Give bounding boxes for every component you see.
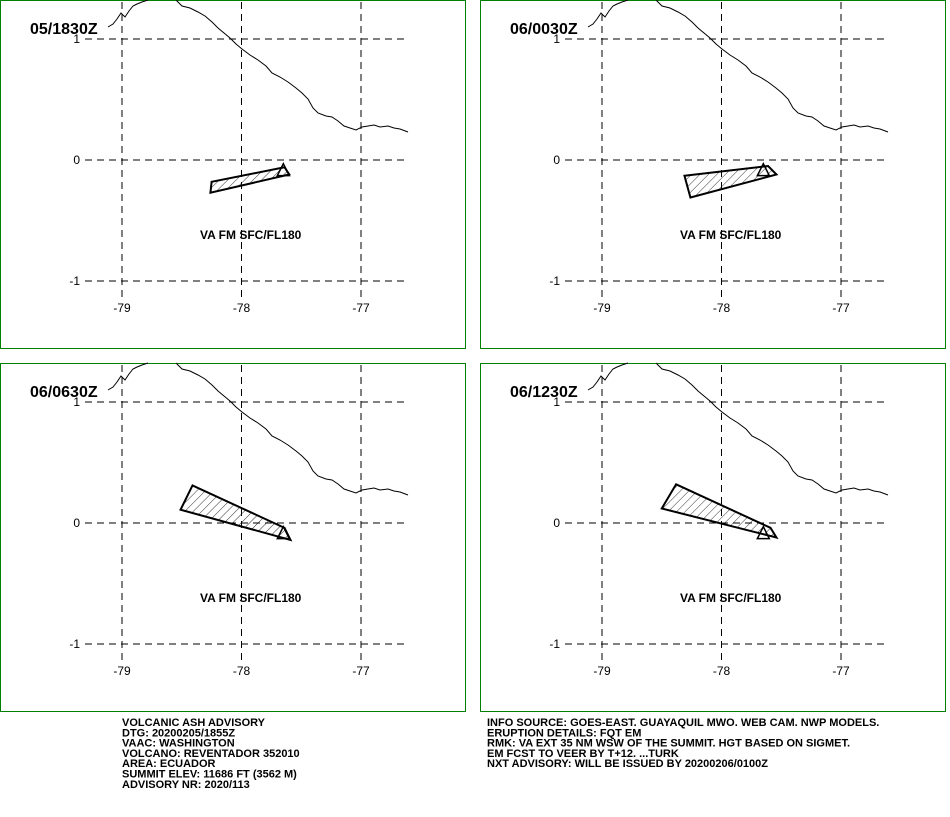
lat-label: -1 <box>549 274 560 288</box>
lon-label: -77 <box>352 301 370 315</box>
advisory-line: ERUPTION DETAILS: FQT EM <box>487 727 641 739</box>
lon-label: -78 <box>233 664 251 678</box>
lat-label: 1 <box>73 32 80 46</box>
panels: 1 0 -1 -79 -78 -77 05/1830Z VA FM SFC/FL180 1 0 -1… <box>0 0 946 712</box>
advisory-line: ADVISORY NR: 2020/113 <box>122 779 250 791</box>
lat-label: 0 <box>73 516 80 530</box>
lat-label: -1 <box>69 274 80 288</box>
panel-time: 06/1230Z <box>510 384 578 401</box>
lon-label: -77 <box>352 664 370 678</box>
advisory-line: RMK: VA EXT 35 NM WSW OF THE SUMMIT. HGT… <box>487 738 850 750</box>
lat-label: -1 <box>69 637 80 651</box>
panel-border <box>0 0 466 349</box>
advisory-line: NXT ADVISORY: WILL BE ISSUED BY 20200206… <box>487 758 768 770</box>
advisory-line: INFO SOURCE: GOES-EAST. GUAYAQUIL MWO. W… <box>487 717 879 729</box>
lon-label: -78 <box>713 301 731 315</box>
volcano-marker <box>276 162 291 177</box>
map-panel: 1 0 -1 -79 -78 -77 06/0630Z VA FM SFC/FL180 <box>0 362 466 712</box>
lat-label: 0 <box>553 516 560 530</box>
advisory-line: VOLCANIC ASH ADVISORY <box>122 717 266 729</box>
lat-label: 1 <box>553 32 560 46</box>
volcano-marker <box>276 525 291 540</box>
lon-label: -77 <box>832 301 850 315</box>
map-panel: 1 0 -1 -79 -78 -77 05/1830Z VA FM SFC/FL180 <box>0 0 466 349</box>
volcano-marker <box>756 525 771 540</box>
advisory-line: EM FCST TO VEER BY T+12. ...TURK <box>487 748 679 760</box>
lon-label: -79 <box>113 664 131 678</box>
lat-label: -1 <box>549 637 560 651</box>
advisory-line: DTG: 20200205/1855Z <box>122 727 235 739</box>
lon-label: -79 <box>593 664 611 678</box>
lat-label: 0 <box>73 153 80 167</box>
ash-area <box>660 482 779 540</box>
ash-area <box>179 484 293 542</box>
advisory-line: VAAC: WASHINGTON <box>122 738 235 750</box>
coastline <box>107 0 409 133</box>
lon-label: -79 <box>593 301 611 315</box>
advisory-line: AREA: ECUADOR <box>122 758 216 770</box>
ash-area <box>209 166 291 194</box>
advisory-line: SUMMIT ELEV: 11686 FT (3562 M) <box>122 769 297 781</box>
lon-label: -78 <box>233 301 251 315</box>
lat-label: 0 <box>553 153 560 167</box>
lon-label: -77 <box>832 664 850 678</box>
ash-area <box>683 165 779 199</box>
lon-label: -78 <box>713 664 731 678</box>
volcano-marker <box>756 162 771 177</box>
coastline <box>587 0 889 133</box>
lat-label: 1 <box>73 395 80 409</box>
panel-time: 05/1830Z <box>30 21 98 38</box>
advisory-line: VOLCANO: REVENTADOR 352010 <box>122 748 300 760</box>
level-label: VA FM SFC/FL180 <box>200 591 302 605</box>
coastline <box>587 362 889 496</box>
level-label: VA FM SFC/FL180 <box>680 591 782 605</box>
map-panel: 1 0 -1 -79 -78 -77 06/1230Z VA FM SFC/FL180 <box>480 362 946 712</box>
panel-time: 06/0630Z <box>30 384 98 401</box>
lon-label: -79 <box>113 301 131 315</box>
map-panel: 1 0 -1 -79 -78 -77 06/0030Z VA FM SFC/FL180 <box>480 0 946 349</box>
coastline <box>107 362 409 496</box>
panel-time: 06/0030Z <box>510 21 578 38</box>
level-label: VA FM SFC/FL180 <box>200 228 302 242</box>
level-label: VA FM SFC/FL180 <box>680 228 782 242</box>
panel-border <box>0 363 466 712</box>
panel-border <box>480 363 946 712</box>
lat-label: 1 <box>553 395 560 409</box>
panel-border <box>480 0 946 349</box>
